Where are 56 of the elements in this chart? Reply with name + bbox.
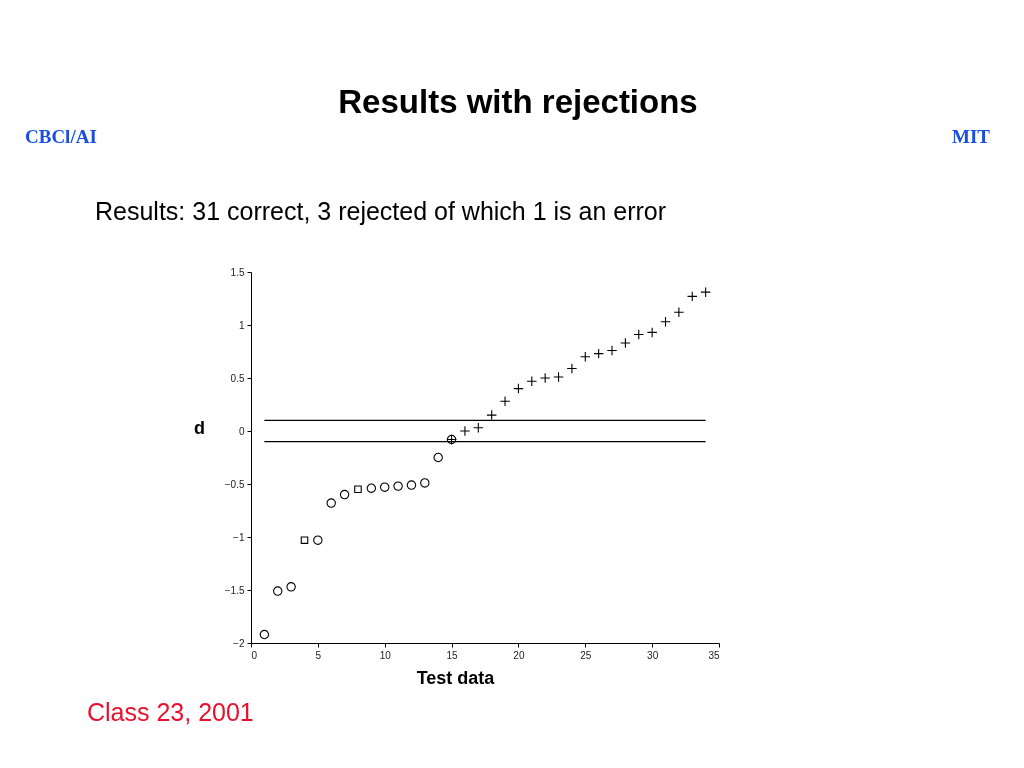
y-tick-label: 1 bbox=[238, 319, 245, 331]
point bbox=[553, 371, 564, 383]
point bbox=[686, 291, 698, 302]
point bbox=[593, 348, 604, 359]
point bbox=[326, 498, 336, 508]
point bbox=[286, 582, 296, 592]
point bbox=[379, 482, 390, 492]
y-tick-label: −2 bbox=[233, 637, 245, 649]
y-tick-label: 0 bbox=[238, 425, 245, 437]
point bbox=[499, 396, 511, 407]
text: CBCl/AI bbox=[25, 126, 97, 147]
point bbox=[566, 363, 578, 374]
point bbox=[259, 629, 270, 640]
point bbox=[526, 375, 538, 387]
y-tick-label: 1.5 bbox=[230, 266, 245, 278]
point bbox=[273, 586, 283, 596]
point bbox=[513, 383, 524, 394]
point bbox=[339, 489, 350, 500]
point bbox=[579, 351, 591, 363]
y-tick-label: −1.5 bbox=[224, 584, 245, 596]
point bbox=[459, 425, 471, 437]
y-tick-label: −0.5 bbox=[224, 478, 245, 490]
point bbox=[406, 480, 417, 490]
point bbox=[300, 536, 309, 544]
x-tick-label: 35 bbox=[708, 649, 720, 661]
point bbox=[366, 483, 377, 493]
y-axis-title: d bbox=[194, 417, 205, 438]
point bbox=[660, 316, 671, 328]
x-tick-label: 15 bbox=[446, 649, 459, 661]
point bbox=[606, 345, 618, 356]
x-tick-label: 25 bbox=[580, 649, 592, 661]
text: MIT bbox=[952, 126, 991, 147]
point bbox=[420, 478, 430, 488]
point bbox=[633, 329, 645, 340]
text: Class 23, 2001 bbox=[87, 698, 254, 726]
x-tick-label: 30 bbox=[647, 649, 659, 661]
y-tick-label: −1 bbox=[233, 531, 245, 543]
x-tick-label: 5 bbox=[315, 649, 322, 661]
point bbox=[539, 372, 551, 384]
point bbox=[673, 306, 685, 318]
point bbox=[700, 286, 711, 298]
point bbox=[473, 422, 484, 434]
y-tick-label: 0.5 bbox=[230, 372, 245, 384]
point bbox=[354, 485, 362, 494]
x-axis-title: Test data bbox=[416, 667, 496, 688]
chart-title: Results with rejections bbox=[338, 83, 698, 120]
chart-subtitle: Results: 31 correct, 3 rejected of which 1 is an error bbox=[95, 197, 667, 225]
point bbox=[646, 327, 658, 338]
point bbox=[620, 337, 631, 349]
x-tick-label: 20 bbox=[513, 649, 525, 661]
x-tick-label: 0 bbox=[251, 649, 258, 661]
point bbox=[393, 481, 403, 491]
point bbox=[486, 409, 497, 421]
x-tick-label: 10 bbox=[379, 649, 392, 661]
point bbox=[433, 452, 443, 463]
point bbox=[313, 535, 323, 545]
